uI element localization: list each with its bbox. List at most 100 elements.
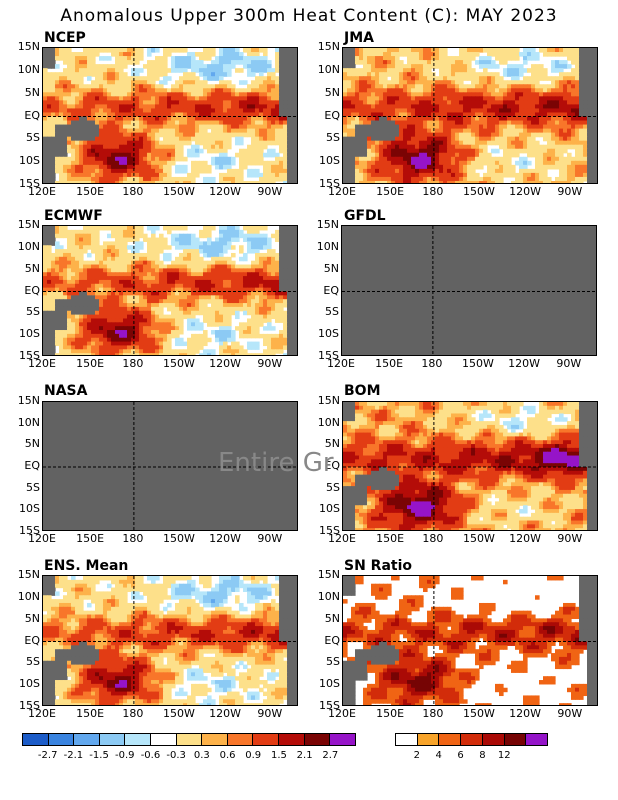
heat-cell xyxy=(227,64,232,69)
heat-cell xyxy=(59,245,64,250)
land-cell xyxy=(291,229,296,235)
heat-cell xyxy=(543,180,548,183)
heat-cell xyxy=(83,56,88,61)
heat-cell xyxy=(411,68,416,73)
heat-cell xyxy=(535,140,540,146)
heat-cell xyxy=(55,168,60,174)
heat-cell xyxy=(483,72,488,77)
heat-cell xyxy=(439,112,444,118)
heat-cell xyxy=(267,80,272,85)
heat-cell xyxy=(123,80,128,85)
land-cell xyxy=(583,60,588,65)
land-cell xyxy=(283,72,288,77)
heat-cell xyxy=(511,128,516,134)
heat-cell xyxy=(271,260,276,266)
land-cell xyxy=(579,100,584,106)
heat-cell xyxy=(467,92,472,97)
heat-cell xyxy=(195,112,200,118)
heat-cell xyxy=(575,140,580,146)
heat-cell xyxy=(143,116,148,122)
heat-cell xyxy=(255,272,260,277)
land-cell xyxy=(359,140,364,146)
heat-cell xyxy=(119,64,124,69)
heat-cell xyxy=(367,112,372,118)
heat-cell xyxy=(263,172,268,178)
heat-cell xyxy=(503,48,508,53)
heat-cell xyxy=(111,252,116,258)
heat-cell xyxy=(539,68,544,73)
land-cell xyxy=(287,226,292,231)
heat-cell xyxy=(191,249,196,254)
heat-cell xyxy=(119,283,124,289)
heat-cell xyxy=(215,92,220,97)
heat-cell xyxy=(203,144,208,150)
heat-cell xyxy=(539,112,544,118)
heat-cell xyxy=(111,226,116,231)
heat-cell xyxy=(219,68,224,73)
heat-cell xyxy=(523,164,528,170)
land-cell xyxy=(87,132,92,138)
heat-cell xyxy=(579,144,584,150)
heat-cell xyxy=(519,116,524,122)
land-cell xyxy=(51,48,56,53)
heat-cell xyxy=(547,96,552,101)
heat-cell xyxy=(127,52,132,57)
heat-cell xyxy=(511,80,516,85)
heat-cell xyxy=(131,148,136,154)
heat-cell xyxy=(367,180,372,183)
land-cell xyxy=(283,52,288,57)
land-cell xyxy=(47,229,52,235)
heat-cell xyxy=(115,160,120,166)
heat-cell xyxy=(159,144,164,150)
heat-cell xyxy=(415,160,420,166)
heat-cell xyxy=(463,124,468,130)
land-cell xyxy=(43,52,48,57)
land-cell xyxy=(343,168,348,174)
heat-cell xyxy=(519,140,524,146)
heat-cell xyxy=(183,112,188,118)
heat-cell xyxy=(419,52,424,57)
heat-cell xyxy=(251,272,256,277)
heat-cell xyxy=(107,279,112,285)
heat-cell xyxy=(75,96,80,101)
heat-cell xyxy=(435,100,440,106)
heat-cell xyxy=(107,156,112,162)
land-cell xyxy=(287,108,292,114)
y-tick-label: 10S xyxy=(319,154,340,168)
heat-cell xyxy=(375,68,380,73)
heat-cell xyxy=(75,72,80,77)
heat-cell xyxy=(567,56,572,61)
heat-cell xyxy=(175,84,180,89)
heat-cell xyxy=(459,108,464,114)
heat-cell xyxy=(427,96,432,101)
heat-cell xyxy=(63,164,68,170)
heat-cell xyxy=(87,108,92,114)
heat-cell xyxy=(47,276,52,281)
heat-cell xyxy=(111,104,116,110)
heat-cell xyxy=(243,156,248,162)
heat-cell xyxy=(143,176,148,182)
heat-cell xyxy=(107,64,112,69)
land-cell xyxy=(347,56,352,61)
heat-cell xyxy=(111,88,116,93)
heat-cell xyxy=(503,56,508,61)
heat-cell xyxy=(155,256,160,262)
heat-cell xyxy=(411,112,416,118)
land-cell xyxy=(291,279,296,285)
heat-cell xyxy=(223,164,228,170)
land-cell xyxy=(591,156,596,162)
heat-cell xyxy=(383,164,388,170)
heat-cell xyxy=(255,140,260,146)
heat-cell xyxy=(423,104,428,110)
heat-cell xyxy=(355,80,360,85)
heat-cell xyxy=(147,100,152,106)
heat-cell xyxy=(135,156,140,162)
heat-cell xyxy=(55,256,60,262)
heat-cell xyxy=(563,64,568,69)
heat-cell xyxy=(563,176,568,182)
heat-cell xyxy=(223,241,228,246)
heat-cell xyxy=(415,96,420,101)
heat-cell xyxy=(135,279,140,285)
heat-cell xyxy=(491,48,496,53)
heat-cell xyxy=(207,56,212,61)
